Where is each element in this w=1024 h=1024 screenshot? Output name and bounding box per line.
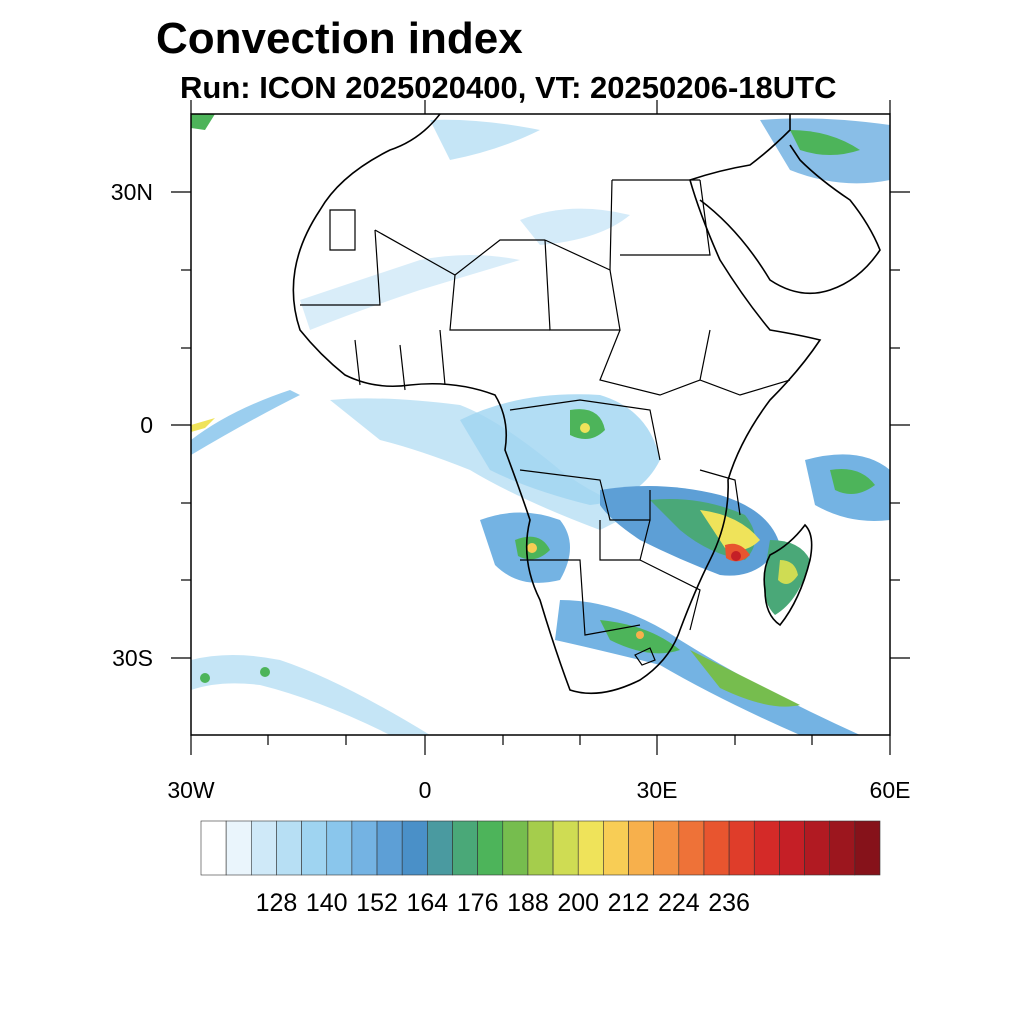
colorbar-swatch	[678, 820, 705, 876]
colorbar-label: 152	[356, 889, 398, 917]
x-tick-label-30e: 30E	[637, 777, 678, 803]
colorbar-swatch	[753, 820, 780, 876]
colorbar-swatch	[779, 820, 805, 876]
colorbar-label: 224	[658, 889, 700, 917]
colorbar-swatch	[301, 820, 328, 876]
colorbar-swatch	[527, 820, 554, 876]
colorbar-label: 176	[457, 889, 499, 917]
convection-field	[191, 114, 890, 735]
colorbar-swatch	[200, 820, 227, 876]
colorbar-swatch	[276, 820, 302, 876]
colorbar-label: 212	[608, 889, 650, 917]
y-tick-label-30n: 30N	[111, 179, 153, 205]
colorbar-labels: 128 140 152 164 176 188 200 212 224 236	[256, 889, 750, 917]
colorbar-label: 200	[557, 889, 599, 917]
country-borders	[300, 179, 791, 666]
y-tick-label-30s: 30S	[112, 645, 153, 671]
colorbar-swatch	[804, 820, 831, 876]
x-tick-label-60e: 60E	[870, 777, 911, 803]
coastlines	[292, 114, 881, 695]
chart-title: Convection index	[156, 14, 523, 63]
colorbar-swatch	[502, 820, 529, 876]
colorbar-label: 164	[406, 889, 448, 917]
colorbar-label: 236	[708, 889, 750, 917]
colorbar-swatch	[703, 820, 730, 876]
colorbar-swatch	[552, 820, 579, 876]
colorbar-label: 188	[507, 889, 549, 917]
axis-ticks	[171, 100, 910, 755]
colorbar-swatch	[376, 820, 403, 876]
colorbar-swatch	[401, 820, 428, 876]
colorbar-swatch	[829, 820, 856, 876]
colorbar-swatch	[477, 820, 504, 876]
colorbar	[200, 820, 881, 876]
colorbar-label: 140	[306, 889, 348, 917]
y-tick-label-0: 0	[140, 412, 153, 438]
x-tick-label-0: 0	[419, 777, 432, 803]
colorbar-label: 128	[256, 889, 298, 917]
colorbar-swatch	[628, 820, 654, 876]
colorbar-swatch	[728, 820, 755, 876]
colorbar-swatch	[326, 820, 353, 876]
colorbar-swatch	[225, 820, 252, 876]
x-tick-label-30w: 30W	[167, 777, 215, 803]
colorbar-swatch	[351, 820, 378, 876]
chart-subtitle: Run: ICON 2025020400, VT: 20250206-18UTC	[180, 70, 837, 105]
colorbar-swatch	[250, 820, 277, 876]
colorbar-swatch	[854, 820, 881, 876]
colorbar-swatch	[653, 820, 680, 876]
colorbar-swatch	[427, 820, 453, 876]
colorbar-swatch	[577, 820, 604, 876]
colorbar-swatch	[603, 820, 629, 876]
colorbar-swatch	[452, 820, 478, 876]
